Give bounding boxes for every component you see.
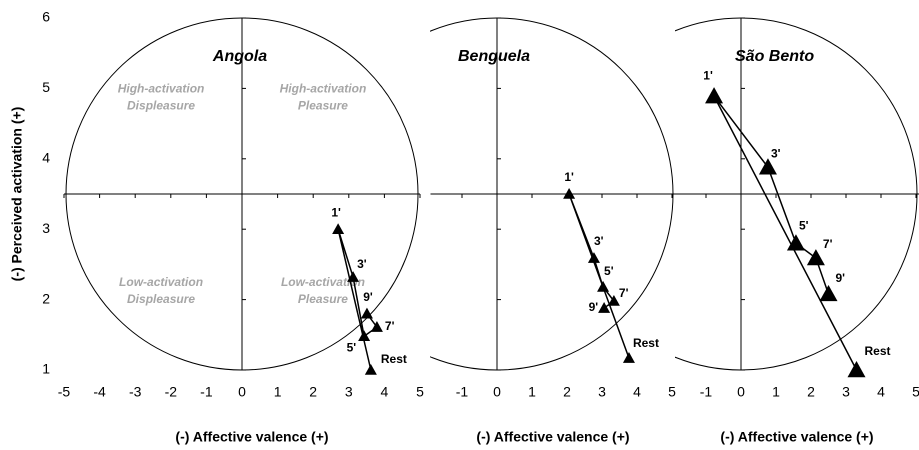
- panel: Rest 1' 3' 5' 7' 9': [430, 17, 675, 371]
- point-label: Rest: [865, 344, 891, 358]
- x-tick-label: -4: [93, 384, 106, 400]
- point-label: 1': [703, 68, 713, 82]
- x-axis-label: (-) Affective valence (+): [476, 429, 629, 445]
- marker: [819, 284, 838, 302]
- x-tick-label: -1: [456, 384, 469, 400]
- x-tick-label: 3: [345, 384, 353, 400]
- marker: [332, 223, 345, 234]
- series-line: [568, 193, 630, 359]
- y-tick-label: 2: [42, 290, 50, 306]
- quadrant-label: Low-activation: [281, 275, 365, 289]
- y-tick-label: 5: [42, 79, 50, 95]
- quadrant-label: Pleasure: [298, 98, 348, 112]
- marker: [622, 352, 635, 363]
- point-label: 5': [799, 218, 809, 232]
- point-label: 1': [564, 170, 574, 184]
- point-label: Rest: [381, 352, 407, 366]
- x-tick-label: 1: [528, 384, 536, 400]
- point-label: 7': [619, 286, 629, 300]
- marker: [758, 158, 777, 175]
- x-tick-label: 0: [737, 384, 745, 400]
- quadrant-label: Low-activation: [119, 275, 203, 289]
- x-tick-label: 5: [912, 384, 919, 400]
- x-tick-label: -2: [165, 384, 178, 400]
- point-label: 9': [363, 290, 373, 304]
- y-tick-label: 6: [42, 9, 50, 25]
- point-label: 3': [771, 146, 781, 160]
- panel: High-activation Displeasure High-activatio…: [63, 17, 421, 375]
- marker: [597, 280, 610, 292]
- quadrant-label: Displeasure: [127, 292, 195, 306]
- marker: [705, 87, 724, 104]
- quadrant-label: High-activation: [118, 81, 205, 95]
- x-tick-label: 2: [807, 384, 815, 400]
- marker: [364, 364, 377, 375]
- x-tick-label: 4: [877, 384, 885, 400]
- marker: [358, 330, 371, 342]
- point-label: 7': [823, 237, 833, 251]
- y-tick-label: 3: [42, 220, 50, 236]
- x-tick-label: 3: [598, 384, 606, 400]
- x-tick-label: 0: [493, 384, 501, 400]
- marker: [786, 234, 805, 251]
- x-tick-label: -5: [58, 384, 71, 400]
- x-tick-label: 4: [633, 384, 641, 400]
- point-label: 9': [589, 300, 599, 314]
- marker: [598, 302, 611, 313]
- quadrant-label: Pleasure: [298, 292, 348, 306]
- x-tick-label: -1: [700, 384, 713, 400]
- marker: [347, 271, 360, 282]
- point-label: 5': [347, 340, 357, 354]
- panel-title: Benguela: [458, 48, 530, 65]
- x-tick-label: 2: [309, 384, 317, 400]
- panel: Rest 1' 3' 5' 7' 9': [675, 17, 919, 378]
- x-tick-label: -1: [200, 384, 213, 400]
- x-tick-label: -3: [129, 384, 142, 400]
- panel-title: Angola: [212, 48, 267, 65]
- point-label: 5': [604, 264, 614, 278]
- x-tick-label: 2: [563, 384, 571, 400]
- x-tick-label: 5: [668, 384, 676, 400]
- point-label: 3': [357, 257, 367, 271]
- x-axis-label: (-) Affective valence (+): [175, 429, 328, 445]
- marker: [370, 321, 383, 332]
- y-tick-label: 1: [42, 361, 50, 377]
- x-tick-label: 1: [772, 384, 780, 400]
- marker: [847, 361, 866, 378]
- x-tick-label: 4: [381, 384, 389, 400]
- y-tick-label: 4: [42, 150, 50, 166]
- x-axis-label: (-) Affective valence (+): [720, 429, 873, 445]
- x-tick-label: 3: [842, 384, 850, 400]
- marker: [587, 252, 600, 263]
- marker: [806, 249, 825, 266]
- x-tick-label: 0: [238, 384, 246, 400]
- point-label: 1': [331, 205, 341, 219]
- series-line: [713, 95, 858, 371]
- marker: [607, 295, 620, 306]
- marker: [360, 307, 373, 319]
- y-axis-label: (-) Perceived activation (+): [9, 107, 25, 282]
- point-label: 9': [836, 271, 846, 285]
- point-label: 3': [594, 234, 604, 248]
- x-tick-label: 5: [416, 384, 424, 400]
- quadrant-label: Displeasure: [127, 98, 195, 112]
- point-label: Rest: [633, 336, 659, 350]
- x-tick-label: 1: [274, 384, 282, 400]
- panel-title: São Bento: [735, 48, 814, 65]
- marker: [563, 188, 576, 199]
- quadrant-label: High-activation: [280, 81, 367, 95]
- point-label: 7': [385, 319, 395, 333]
